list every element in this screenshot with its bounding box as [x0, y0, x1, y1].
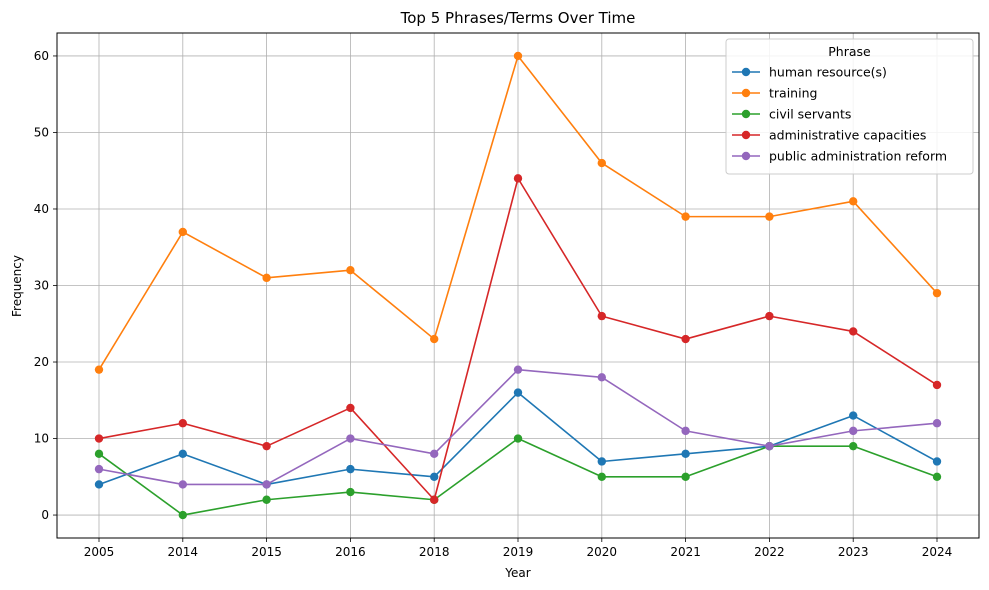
data-point — [681, 449, 690, 459]
legend-item: administrative capacities — [732, 128, 926, 143]
data-point — [94, 449, 104, 459]
data-point — [346, 403, 355, 413]
y-tick-label: 10 — [34, 432, 49, 446]
data-point — [178, 227, 187, 237]
data-point — [765, 212, 774, 221]
x-tick-label: 2023 — [838, 545, 869, 559]
data-point — [849, 327, 858, 336]
plot-frame — [56, 32, 980, 539]
data-point — [597, 158, 606, 168]
data-point — [346, 265, 355, 275]
y-tick-label: 40 — [34, 202, 49, 216]
legend-marker — [741, 151, 751, 161]
data-point — [178, 419, 187, 428]
data-point — [597, 457, 606, 466]
x-tick-label: 2021 — [670, 545, 701, 559]
legend-item: public administration reform — [732, 149, 947, 164]
chart-title: Top 5 Phrases/Terms Over Time — [400, 9, 636, 27]
data-point — [932, 457, 942, 466]
data-point — [94, 434, 104, 443]
legend-label: public administration reform — [769, 149, 947, 164]
y-tick-label: 30 — [34, 279, 49, 293]
data-point — [262, 480, 271, 489]
legend-item: civil servants — [732, 107, 851, 122]
x-tick-label: 2019 — [503, 545, 534, 559]
x-tick-label: 2018 — [419, 545, 450, 559]
data-point — [178, 510, 187, 520]
data-point — [513, 174, 523, 183]
x-tick-label: 2005 — [84, 545, 115, 559]
data-point — [765, 441, 774, 451]
legend-label: training — [769, 86, 817, 101]
data-point — [932, 419, 942, 428]
series-public-administration-reform — [94, 365, 942, 489]
data-point — [681, 334, 690, 344]
data-point — [932, 380, 942, 390]
x-tick-label: 2022 — [754, 545, 785, 559]
data-point — [94, 480, 104, 489]
data-point — [597, 311, 606, 321]
data-point — [932, 472, 942, 481]
legend-title: Phrase — [828, 44, 871, 59]
y-tick-label: 60 — [34, 49, 49, 63]
data-point — [513, 388, 523, 397]
legend-label: human resource(s) — [769, 65, 887, 80]
data-point — [94, 464, 104, 474]
y-tick-label: 20 — [34, 355, 49, 369]
data-point — [430, 334, 439, 344]
legend-item: human resource(s) — [732, 65, 887, 80]
data-point — [681, 212, 690, 221]
data-point — [513, 51, 523, 61]
data-point — [262, 441, 271, 451]
legend-items: human resource(s) training civil servants a… — [732, 65, 947, 164]
data-point — [262, 495, 271, 504]
legend-marker — [741, 67, 751, 77]
series-civil-servants — [94, 434, 942, 520]
data-point — [346, 487, 355, 497]
data-point — [597, 472, 606, 481]
legend: Phrase human resource(s) training civil se… — [725, 38, 974, 175]
data-point — [681, 472, 690, 481]
data-point — [94, 365, 104, 374]
data-point — [178, 449, 187, 459]
series-administrative-capacities — [94, 174, 942, 504]
data-point — [346, 434, 355, 443]
x-tick-label: 2014 — [168, 545, 199, 559]
x-tick-label: 2020 — [587, 545, 618, 559]
y-tick-label: 50 — [34, 125, 49, 139]
y-tick-label: 0 — [41, 508, 49, 522]
data-point — [681, 426, 690, 436]
data-point — [849, 197, 858, 206]
x-tick-label: 2015 — [251, 545, 282, 559]
data-point — [262, 273, 271, 283]
legend-label: administrative capacities — [769, 128, 926, 143]
legend-marker — [741, 130, 751, 140]
axes: 2005 2014 2015 2016 2018 2019 2020 2021 2022 2023… — [34, 49, 953, 559]
series-group — [94, 51, 942, 520]
series-training — [94, 51, 942, 374]
data-point — [430, 472, 439, 481]
legend-item: training — [732, 86, 817, 101]
data-point — [513, 365, 523, 374]
x-tick-label: 2024 — [922, 545, 953, 559]
legend-marker — [741, 109, 751, 119]
legend-box — [725, 38, 974, 175]
data-point — [513, 434, 523, 443]
y-axis-title: Frequency — [10, 255, 24, 317]
data-point — [849, 426, 858, 436]
data-point — [346, 464, 355, 474]
data-point — [849, 411, 858, 420]
x-axis-title: Year — [504, 566, 530, 580]
data-point — [765, 311, 774, 321]
data-point — [430, 449, 439, 459]
data-point — [178, 480, 187, 489]
x-tick-label: 2016 — [335, 545, 366, 559]
data-point — [430, 495, 439, 504]
data-point — [849, 441, 858, 451]
data-point — [932, 288, 942, 298]
legend-label: civil servants — [769, 107, 851, 122]
data-point — [597, 373, 606, 382]
legend-marker — [741, 88, 751, 98]
